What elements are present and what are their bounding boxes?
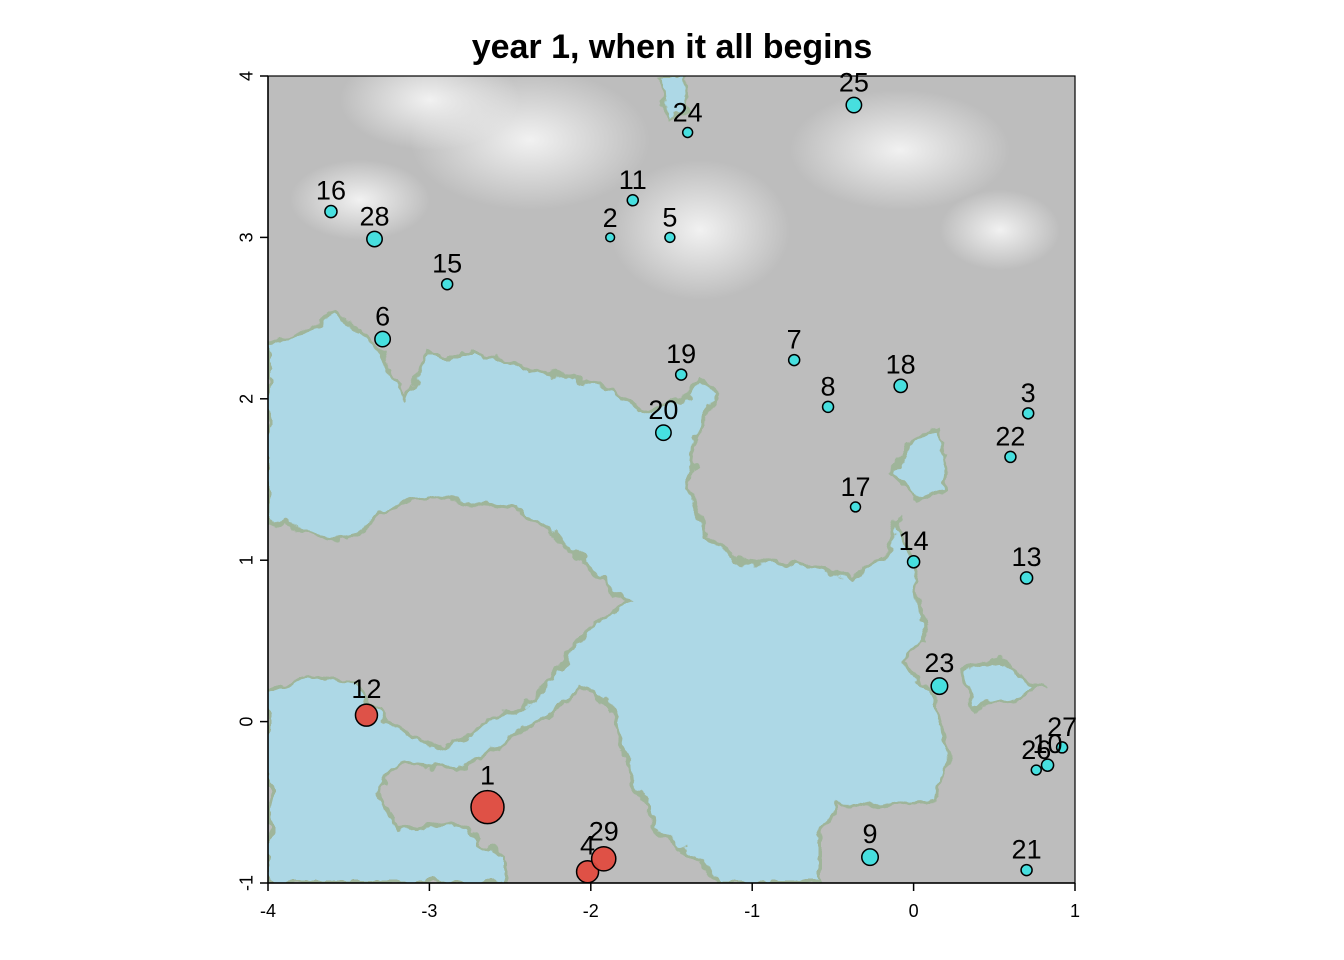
point-label-28: 28 [360, 201, 390, 231]
point-label-27: 27 [1047, 712, 1077, 742]
point-label-26: 26 [1021, 735, 1051, 765]
y-tick-label: 0 [236, 717, 256, 727]
point-16 [324, 204, 338, 219]
water-areas [268, 76, 1045, 883]
point-label-5: 5 [662, 202, 677, 232]
point-28 [366, 230, 383, 248]
y-tick-label: -1 [236, 875, 256, 891]
point-12 [354, 703, 379, 727]
point-15 [440, 277, 454, 291]
x-axis: -4 -3 -2 -1 0 1 [260, 882, 1080, 921]
point-label-11: 11 [619, 165, 647, 195]
point-label-8: 8 [821, 371, 836, 401]
point-label-17: 17 [840, 472, 870, 502]
point-6 [374, 330, 392, 348]
point-label-29: 29 [589, 817, 619, 847]
y-tick-label: 1 [236, 555, 256, 565]
point-label-12: 12 [351, 674, 381, 704]
point-29 [590, 845, 617, 872]
x-tick-label: -2 [583, 901, 599, 921]
point-20 [654, 424, 672, 442]
point-19 [674, 368, 688, 381]
x-tick-label: -3 [421, 901, 437, 921]
point-label-1: 1 [480, 761, 495, 791]
point-3 [1021, 407, 1035, 420]
point-label-15: 15 [432, 249, 462, 279]
point-label-19: 19 [666, 339, 696, 369]
x-tick-label: 0 [909, 901, 919, 921]
point-label-10: 10 [1033, 729, 1063, 759]
southeast-lagoon [957, 657, 1045, 708]
point-label-21: 21 [1012, 835, 1042, 865]
highland-clouds [290, 76, 1060, 300]
point-label-23: 23 [924, 648, 954, 678]
point-label-20: 20 [648, 395, 678, 425]
point-label-16: 16 [316, 176, 346, 206]
x-tick-label: -4 [260, 901, 276, 921]
x-tick-label: -1 [744, 901, 760, 921]
point-label-4: 4 [580, 831, 595, 861]
terrain-raster [268, 76, 1075, 883]
x-tick-label: 1 [1070, 901, 1080, 921]
point-11 [626, 194, 640, 207]
point-9 [861, 848, 880, 867]
main-water-body [268, 312, 953, 883]
point-23 [930, 677, 949, 696]
point-2 [605, 232, 616, 243]
point-labels-layer: 1429122356789101113141516171819202122232… [316, 67, 1077, 864]
point-14 [906, 555, 921, 569]
point-label-2: 2 [603, 203, 618, 233]
y-tick-label: 3 [236, 232, 256, 242]
point-1 [470, 789, 505, 825]
point-label-24: 24 [673, 98, 703, 128]
y-axis: -1 0 1 2 3 4 [236, 71, 269, 891]
point-label-6: 6 [375, 301, 390, 331]
point-label-9: 9 [863, 819, 878, 849]
point-18 [893, 378, 909, 394]
point-17 [849, 501, 862, 513]
point-26 [1030, 764, 1042, 776]
point-label-13: 13 [1012, 542, 1042, 572]
points-layer [324, 96, 1069, 884]
point-label-25: 25 [839, 67, 869, 97]
point-10 [1040, 758, 1055, 772]
point-13 [1019, 571, 1034, 585]
point-label-3: 3 [1021, 378, 1036, 408]
point-22 [1004, 450, 1017, 464]
point-24 [681, 126, 694, 139]
chart-title: year 1, when it all begins [472, 28, 873, 66]
point-7 [787, 353, 801, 367]
north-inlet [658, 76, 689, 123]
point-5 [664, 231, 676, 244]
point-21 [1020, 863, 1033, 877]
east-lake [890, 427, 951, 503]
point-8 [821, 400, 835, 414]
y-tick-label: 4 [236, 71, 256, 81]
point-4 [575, 859, 600, 884]
y-tick-label: 2 [236, 394, 256, 404]
point-label-7: 7 [787, 325, 802, 355]
point-27 [1055, 741, 1069, 754]
point-label-18: 18 [886, 349, 916, 379]
point-25 [845, 96, 863, 114]
point-label-22: 22 [995, 421, 1025, 451]
point-label-14: 14 [899, 526, 929, 556]
